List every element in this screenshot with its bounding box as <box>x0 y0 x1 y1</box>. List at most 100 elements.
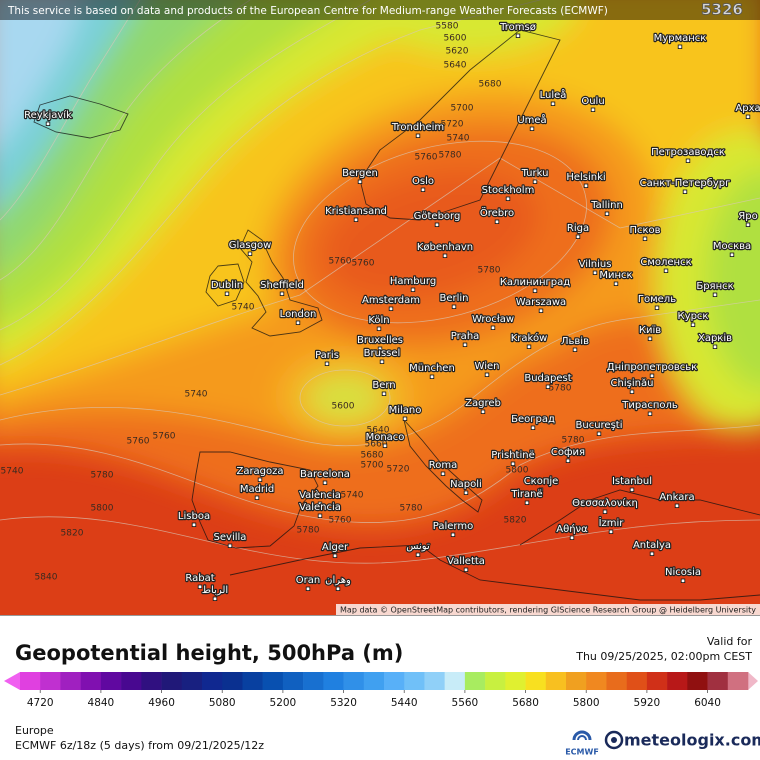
city-label: Sevilla <box>214 532 247 543</box>
city-dot <box>629 487 635 492</box>
city-dot <box>257 477 263 482</box>
colorbar-swatch <box>444 672 466 690</box>
city-label: Glasgow <box>229 240 272 251</box>
city-dot <box>510 461 516 466</box>
city-label: Oran <box>296 575 320 586</box>
city-label: Львів <box>561 335 589 347</box>
city-dot <box>420 187 426 192</box>
attribution: Map data © OpenStreetMap contributors, r… <box>340 606 756 615</box>
city-dot <box>647 411 653 416</box>
city-dot <box>224 291 230 296</box>
city-label: Θεσσαλονίκη <box>572 497 638 509</box>
city-dot <box>565 458 571 463</box>
contour-label: 5760 <box>415 153 438 163</box>
city-label: Göteborg <box>414 211 461 222</box>
city-dot <box>745 222 751 227</box>
city-label: Tallinn <box>590 200 623 211</box>
city-dot <box>490 325 496 330</box>
coastlines <box>33 29 760 601</box>
contour-label: 5720 <box>441 120 464 130</box>
colorbar-tick-label: 5320 <box>330 697 357 709</box>
city-label: Vilnius <box>579 259 612 270</box>
contours <box>0 0 760 564</box>
colorbar-swatch <box>343 672 365 690</box>
city-dot <box>654 305 660 310</box>
city-label: Turku <box>521 168 549 179</box>
colorbar-swatch <box>323 672 344 690</box>
colorbar-high-end <box>748 672 758 690</box>
contour-label: 5820 <box>61 529 84 539</box>
colorbar-swatch <box>687 672 708 690</box>
city-dot <box>545 384 551 389</box>
colorbar-swatch <box>384 672 405 690</box>
colorbar-swatch <box>40 672 61 690</box>
city-dot <box>480 409 486 414</box>
city-dot <box>227 543 233 548</box>
city-dot <box>685 158 691 163</box>
city-dot <box>254 495 260 500</box>
city-dot <box>613 281 619 286</box>
city-dot <box>538 487 544 492</box>
city-label: Alger <box>322 542 349 553</box>
contour-label: 5600 <box>332 402 355 412</box>
contour-label: 5700 <box>361 461 384 471</box>
city-label: Amsterdam <box>362 295 420 306</box>
colorbar-swatch <box>141 672 162 690</box>
ecmwf-logo-text: ECMWF <box>565 748 599 757</box>
contour-label: 5640 <box>444 61 467 71</box>
colorbar: 4720 4840 4960 5080 5200 5320 5440 5560 5680 5800… <box>20 672 749 709</box>
city-label: Псков <box>629 225 660 236</box>
city-dot <box>415 552 421 557</box>
colorbar-swatch <box>181 672 203 690</box>
colorbar-swatch <box>707 672 729 690</box>
colorbar-swatch <box>667 672 688 690</box>
city-dot <box>379 359 385 364</box>
city-dot <box>647 336 653 341</box>
city-label: Bergen <box>342 168 378 179</box>
region: Europe <box>15 724 54 737</box>
city-label: Москва <box>713 241 751 252</box>
colorbar-swatch <box>262 672 284 690</box>
city-dot <box>642 236 648 241</box>
city-dot <box>572 347 578 352</box>
city-label: Київ <box>639 325 661 336</box>
city-label: Петрозаводск <box>651 147 725 158</box>
city-label: Минск <box>599 270 632 281</box>
contour-label: 5780 <box>549 384 572 394</box>
city-label: Kraków <box>511 332 548 344</box>
city-dot <box>388 306 394 311</box>
city-label: Яро <box>738 211 757 222</box>
colorbar-swatch <box>121 672 142 690</box>
colorbar-swatch <box>545 672 567 690</box>
colorbar-swatch <box>424 672 445 690</box>
contour-label: 5760 <box>329 257 352 267</box>
city-label: Budapest <box>524 373 571 384</box>
colorbar-swatch <box>363 672 385 690</box>
contour-label: 5740 <box>447 134 470 144</box>
banner-bg <box>0 0 760 20</box>
city-label: Riga <box>567 223 589 234</box>
city-dot <box>335 586 341 591</box>
city-label: الرباط <box>202 585 228 596</box>
city-label: Oslo <box>412 176 434 187</box>
city-dot <box>629 389 635 394</box>
city-label: Milano <box>389 405 422 416</box>
city-dot <box>451 304 457 309</box>
city-dot <box>550 101 556 106</box>
city-label: Barcelona <box>300 469 350 480</box>
city-dot <box>680 578 686 583</box>
city-label: Stockholm <box>482 185 535 196</box>
contour-label: 5740 <box>341 491 364 501</box>
colorbar-swatch <box>242 672 263 690</box>
contour-label: 5760 <box>329 516 352 526</box>
city-dot <box>402 416 408 421</box>
city-dot <box>674 503 680 508</box>
city-dot <box>604 211 610 216</box>
city-label: Trondheim <box>391 122 444 133</box>
contour-label: 5800 <box>91 504 114 514</box>
corner-label: 5326 <box>701 1 743 19</box>
city-label: València <box>299 489 341 501</box>
contour-label: 5600 <box>444 34 467 44</box>
city-label: Гомель <box>638 294 676 305</box>
